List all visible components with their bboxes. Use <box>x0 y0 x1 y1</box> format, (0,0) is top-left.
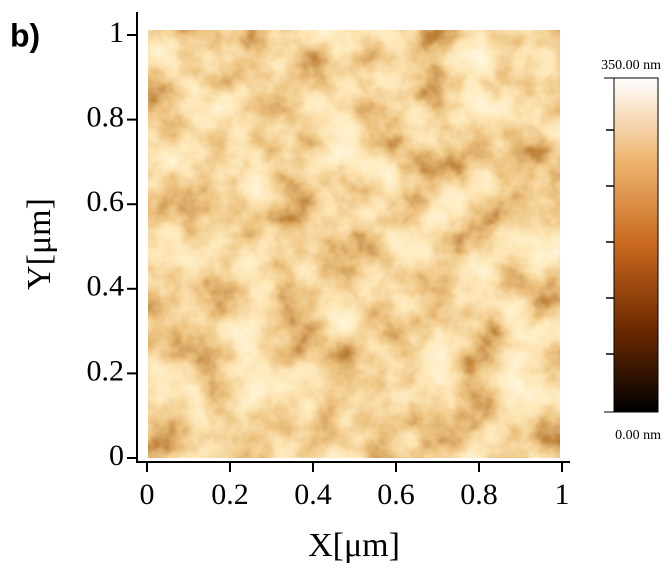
afm-image <box>148 30 560 458</box>
colorbar <box>613 77 659 413</box>
x-tick-label: 0.6 <box>377 478 415 511</box>
x-tick-label: 0.8 <box>460 478 498 511</box>
panel-label: b) <box>10 17 40 53</box>
y-tick-label: 0.4 <box>87 270 125 303</box>
x-tick-label: 0 <box>140 478 155 511</box>
y-tick-label: 0.2 <box>87 354 125 387</box>
colorbar-tick-label: 350.00 nm <box>601 58 661 73</box>
x-tick-label: 1 <box>555 478 570 511</box>
y-axis-label: Y[μm] <box>21 198 58 290</box>
x-tick-label: 0.4 <box>294 478 332 511</box>
colorbar-tick-label: 0.00 nm <box>615 428 661 443</box>
y-tick-label: 0.8 <box>87 100 125 133</box>
colorbar-minor-ticks <box>606 129 614 355</box>
x-axis-label: X[μm] <box>308 527 400 564</box>
y-tick-label: 1 <box>109 16 124 49</box>
x-tick-label: 0.2 <box>211 478 249 511</box>
y-tick-label: 0 <box>109 439 124 472</box>
y-tick-label: 0.6 <box>87 185 125 218</box>
